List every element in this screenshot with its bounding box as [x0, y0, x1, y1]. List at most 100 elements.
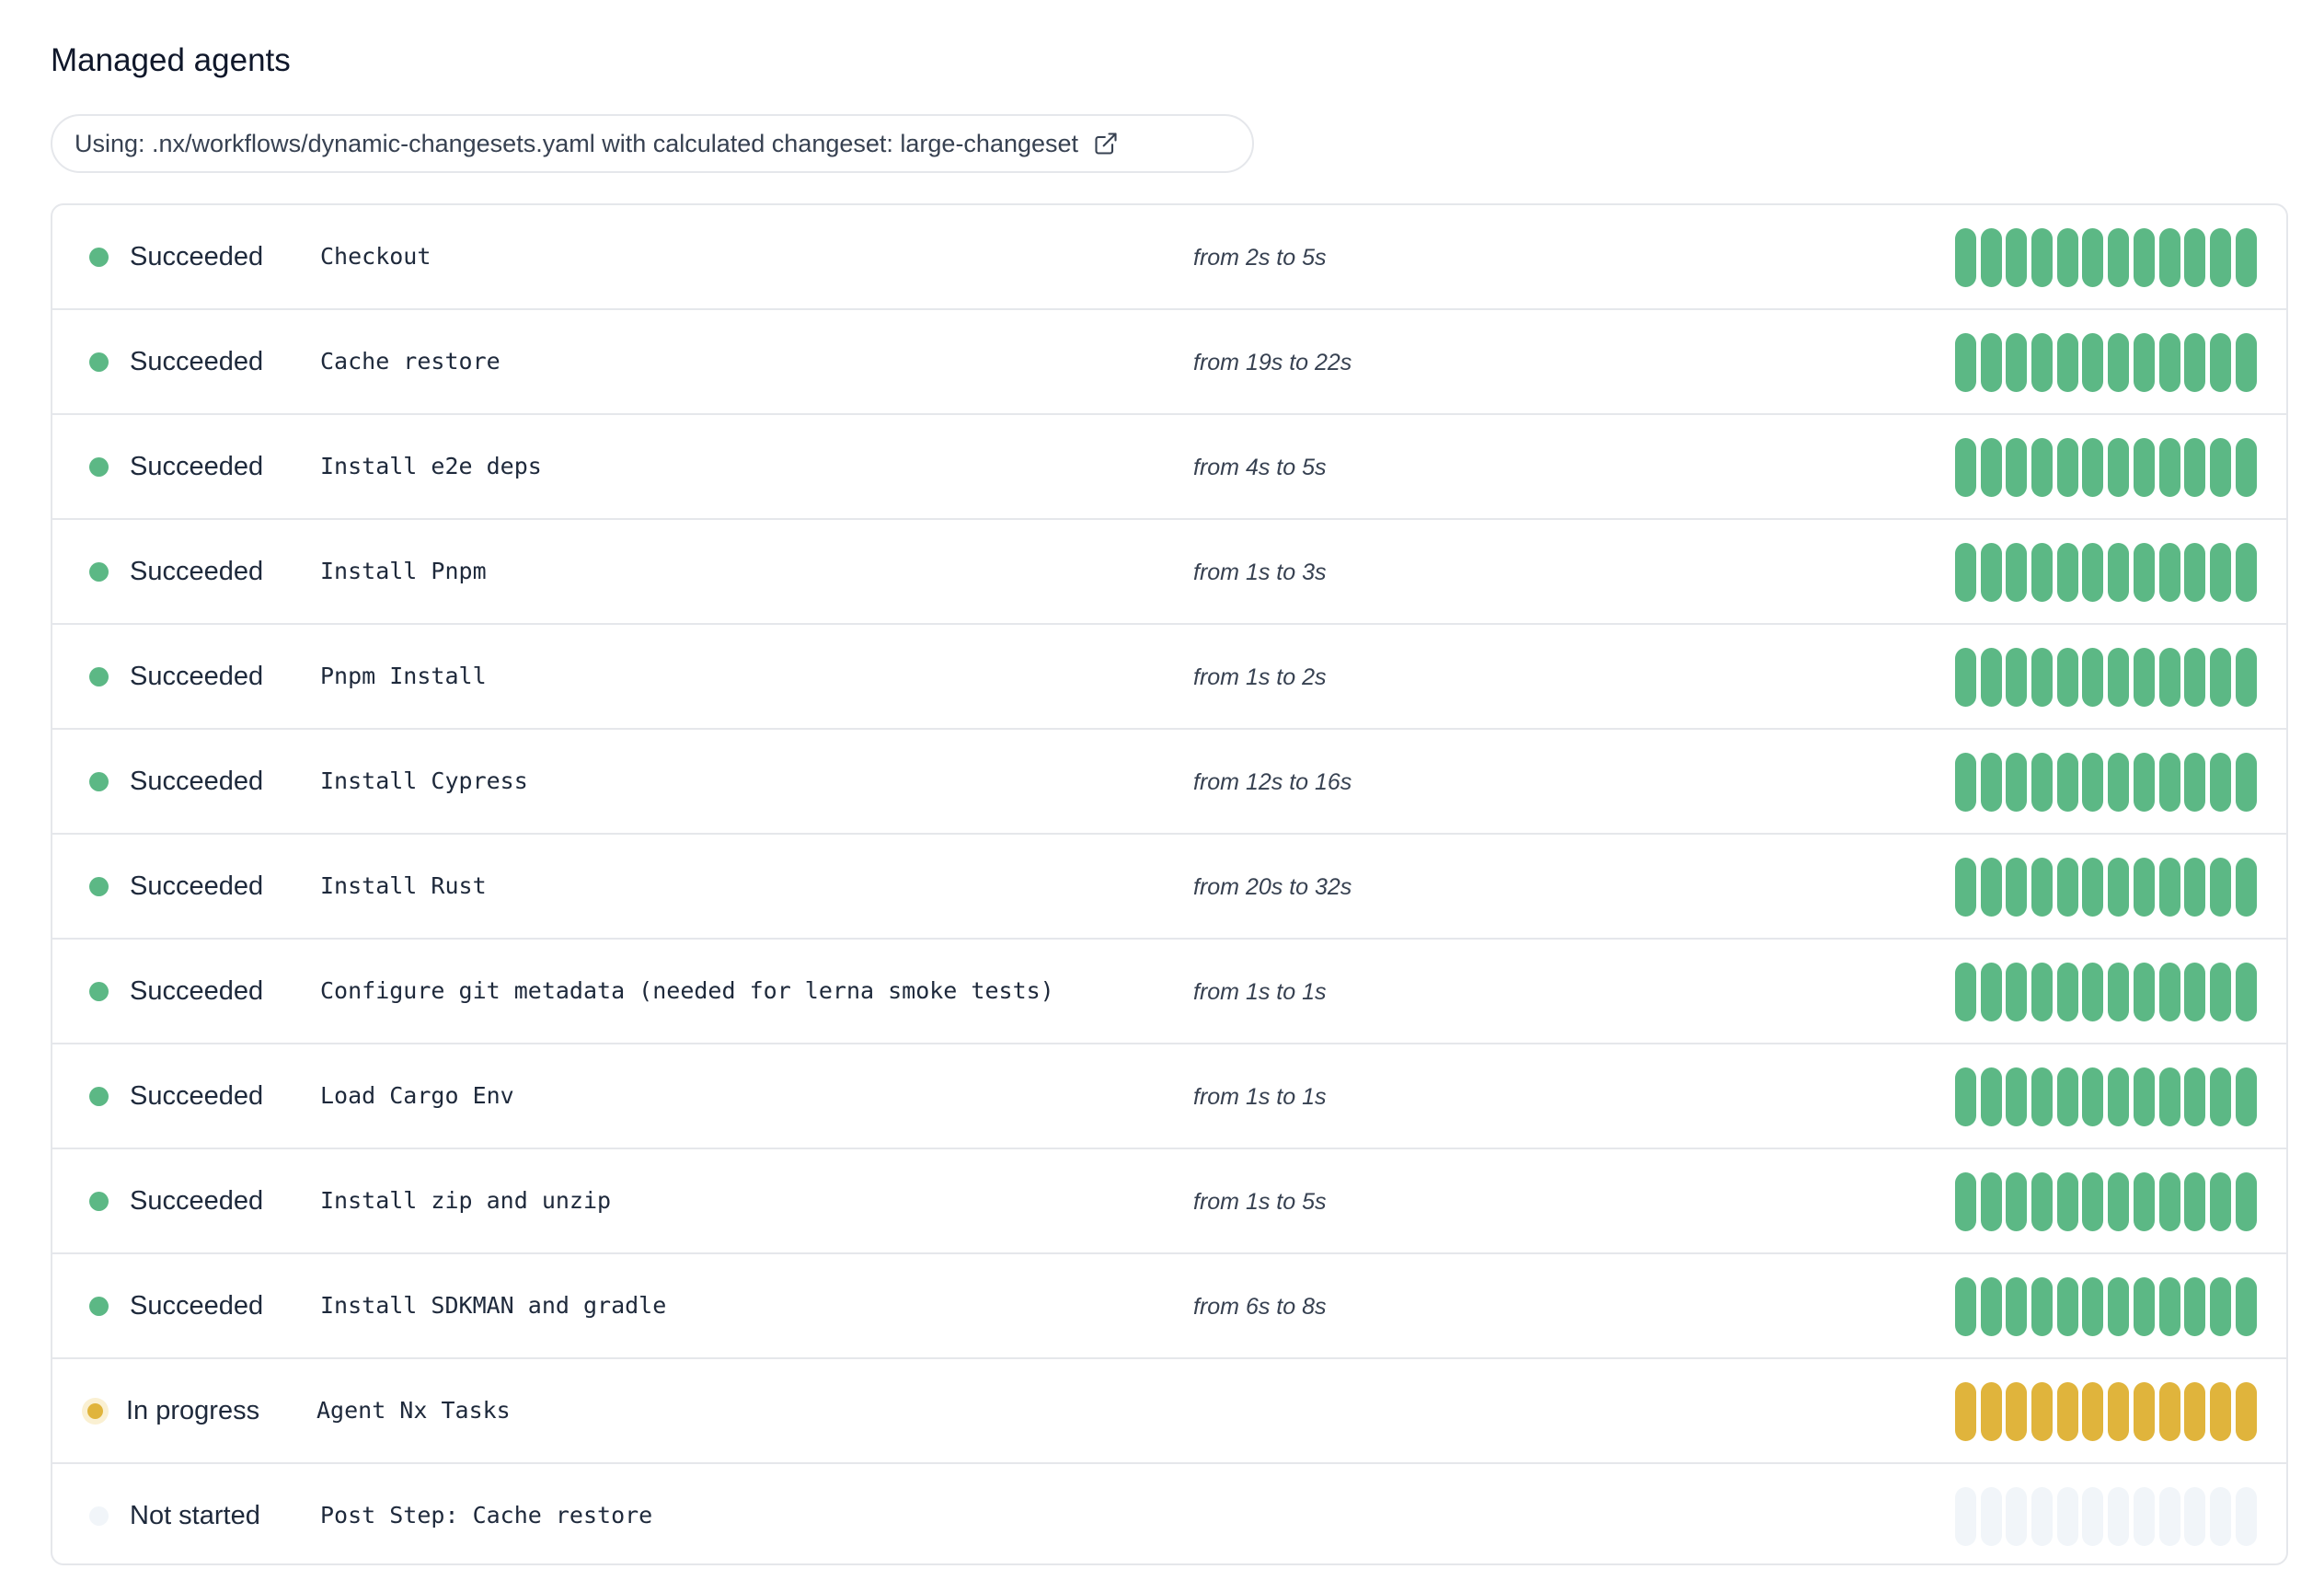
- agent-status-bar[interactable]: [2235, 963, 2257, 1021]
- agent-status-bar[interactable]: [2006, 543, 2028, 602]
- agent-status-bar[interactable]: [2056, 1277, 2078, 1336]
- agent-status-bar[interactable]: [1980, 648, 2002, 707]
- agent-status-bar[interactable]: [2108, 963, 2130, 1021]
- agent-status-bar[interactable]: [2108, 1277, 2130, 1336]
- agent-status-bar[interactable]: [2082, 1067, 2104, 1126]
- step-row[interactable]: Succeeded Install Pnpm from 1s to 3s: [52, 520, 2286, 625]
- agent-status-bar[interactable]: [1955, 438, 1976, 497]
- step-row[interactable]: Succeeded Install Cypress from 12s to 16s: [52, 730, 2286, 835]
- agent-status-bar[interactable]: [1955, 753, 1976, 812]
- agent-status-bar[interactable]: [2184, 1487, 2206, 1546]
- agent-status-bar[interactable]: [2184, 438, 2206, 497]
- agent-status-bar[interactable]: [2184, 1277, 2206, 1336]
- agent-status-bar[interactable]: [2184, 963, 2206, 1021]
- agent-status-bar[interactable]: [2235, 1067, 2257, 1126]
- agent-status-bar[interactable]: [2056, 753, 2078, 812]
- agent-status-bar[interactable]: [2031, 963, 2054, 1021]
- agent-status-bar[interactable]: [2209, 963, 2231, 1021]
- agent-status-bar[interactable]: [2031, 228, 2054, 287]
- agent-status-bar[interactable]: [1955, 333, 1976, 392]
- agent-status-bar[interactable]: [2235, 1382, 2257, 1441]
- agent-status-bar[interactable]: [2082, 1487, 2104, 1546]
- step-row[interactable]: Succeeded Install Rust from 20s to 32s: [52, 835, 2286, 940]
- agent-status-bar[interactable]: [2235, 1172, 2257, 1231]
- agent-status-bar[interactable]: [1980, 228, 2002, 287]
- agent-status-bar[interactable]: [2209, 858, 2231, 917]
- agent-status-bar[interactable]: [2158, 228, 2180, 287]
- agent-status-bar[interactable]: [1955, 963, 1976, 1021]
- agent-status-bar[interactable]: [1980, 1067, 2002, 1126]
- agent-status-bar[interactable]: [2133, 333, 2155, 392]
- agent-status-bar[interactable]: [2006, 1277, 2028, 1336]
- agent-status-bar[interactable]: [2184, 1067, 2206, 1126]
- agent-status-bar[interactable]: [2235, 333, 2257, 392]
- agent-status-bar[interactable]: [2056, 963, 2078, 1021]
- step-row[interactable]: Succeeded Install SDKMAN and gradle from 6…: [52, 1254, 2286, 1359]
- agent-status-bar[interactable]: [2056, 228, 2078, 287]
- agent-status-bar[interactable]: [2158, 438, 2180, 497]
- agent-status-bar[interactable]: [2082, 438, 2104, 497]
- agent-status-bar[interactable]: [1955, 1067, 1976, 1126]
- agent-status-bar[interactable]: [1980, 753, 2002, 812]
- agent-status-bar[interactable]: [2184, 1382, 2206, 1441]
- agent-status-bar[interactable]: [2031, 438, 2054, 497]
- agent-status-bar[interactable]: [2031, 1172, 2054, 1231]
- agent-status-bar[interactable]: [1955, 1487, 1976, 1546]
- agent-status-bar[interactable]: [2235, 1277, 2257, 1336]
- agent-status-bar[interactable]: [1955, 648, 1976, 707]
- agent-status-bar[interactable]: [1955, 228, 1976, 287]
- agent-status-bar[interactable]: [1980, 333, 2002, 392]
- agent-status-bar[interactable]: [2082, 648, 2104, 707]
- agent-status-bar[interactable]: [2108, 1487, 2130, 1546]
- agent-status-bar[interactable]: [2056, 1487, 2078, 1546]
- agent-status-bar[interactable]: [2082, 753, 2104, 812]
- agent-status-bar[interactable]: [2235, 543, 2257, 602]
- agent-status-bar[interactable]: [2158, 1067, 2180, 1126]
- agent-status-bar[interactable]: [2031, 1067, 2054, 1126]
- agent-status-bar[interactable]: [2184, 333, 2206, 392]
- agent-status-bar[interactable]: [2108, 1172, 2130, 1231]
- agent-status-bar[interactable]: [2133, 543, 2155, 602]
- agent-status-bar[interactable]: [2031, 1277, 2054, 1336]
- step-row[interactable]: Succeeded Install zip and unzip from 1s to…: [52, 1149, 2286, 1254]
- agent-status-bar[interactable]: [2082, 228, 2104, 287]
- agent-status-bar[interactable]: [2082, 333, 2104, 392]
- agent-status-bar[interactable]: [2184, 858, 2206, 917]
- step-row[interactable]: In progress Agent Nx Tasks: [52, 1359, 2286, 1464]
- agent-status-bar[interactable]: [2056, 1382, 2078, 1441]
- agent-status-bar[interactable]: [2108, 648, 2130, 707]
- agent-status-bar[interactable]: [2184, 228, 2206, 287]
- agent-status-bar[interactable]: [2235, 1487, 2257, 1546]
- agent-status-bar[interactable]: [2082, 963, 2104, 1021]
- agent-status-bar[interactable]: [1955, 543, 1976, 602]
- agent-status-bar[interactable]: [2056, 543, 2078, 602]
- agent-status-bar[interactable]: [2108, 438, 2130, 497]
- agent-status-bar[interactable]: [2006, 648, 2028, 707]
- agent-status-bar[interactable]: [2056, 438, 2078, 497]
- step-row[interactable]: Succeeded Load Cargo Env from 1s to 1s: [52, 1044, 2286, 1149]
- agent-status-bar[interactable]: [2082, 1382, 2104, 1441]
- step-row[interactable]: Not started Post Step: Cache restore: [52, 1464, 2286, 1563]
- agent-status-bar[interactable]: [2133, 228, 2155, 287]
- agent-status-bar[interactable]: [2031, 1487, 2054, 1546]
- agent-status-bar[interactable]: [1980, 1382, 2002, 1441]
- agent-status-bar[interactable]: [2158, 1487, 2180, 1546]
- agent-status-bar[interactable]: [2006, 1172, 2028, 1231]
- agent-status-bar[interactable]: [2209, 1382, 2231, 1441]
- agent-status-bar[interactable]: [2006, 963, 2028, 1021]
- agent-status-bar[interactable]: [2158, 1172, 2180, 1231]
- agent-status-bar[interactable]: [2209, 648, 2231, 707]
- agent-status-bar[interactable]: [2056, 1172, 2078, 1231]
- agent-status-bar[interactable]: [1980, 1277, 2002, 1336]
- agent-status-bar[interactable]: [2158, 753, 2180, 812]
- step-row[interactable]: Succeeded Pnpm Install from 1s to 2s: [52, 625, 2286, 730]
- agent-status-bar[interactable]: [2108, 228, 2130, 287]
- agent-status-bar[interactable]: [2082, 1277, 2104, 1336]
- agent-status-bar[interactable]: [2082, 858, 2104, 917]
- agent-status-bar[interactable]: [2133, 438, 2155, 497]
- agent-status-bar[interactable]: [2209, 438, 2231, 497]
- agent-status-bar[interactable]: [2108, 858, 2130, 917]
- agent-status-bar[interactable]: [2133, 1487, 2155, 1546]
- agent-status-bar[interactable]: [1955, 1382, 1976, 1441]
- agent-status-bar[interactable]: [1980, 858, 2002, 917]
